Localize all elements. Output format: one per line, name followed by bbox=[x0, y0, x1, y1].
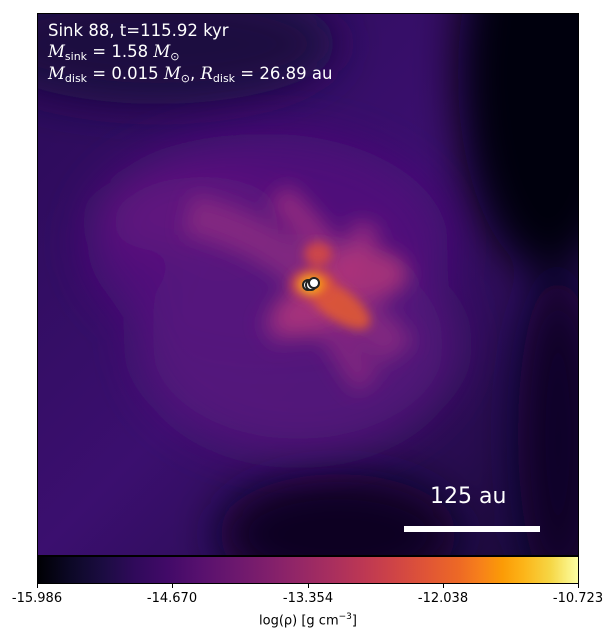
colorbar-tick bbox=[308, 584, 309, 588]
colorbar-tick bbox=[37, 584, 38, 588]
colorbar-tick-label: -12.038 bbox=[417, 591, 469, 606]
disk-props-label: Mdisk = 0.015 M⊙, Rdisk = 26.89 au bbox=[48, 64, 333, 85]
colorbar-tick-label: -13.354 bbox=[282, 591, 334, 606]
colorbar-tick-label: -15.986 bbox=[11, 591, 63, 606]
sink-markers bbox=[302, 277, 320, 291]
colorbar-tick bbox=[172, 584, 173, 588]
colorbar-tick bbox=[443, 584, 444, 588]
low-density-regions bbox=[38, 14, 578, 555]
scale-bar-label: 125 au bbox=[430, 484, 507, 509]
sink-mass-label: Msink = 1.58 M⊙ bbox=[48, 42, 180, 63]
colorbar-tick-label: -10.723 bbox=[552, 591, 604, 606]
dense-core bbox=[287, 242, 371, 330]
colorbar bbox=[37, 556, 579, 584]
colorbar-tick-label: -14.670 bbox=[146, 591, 198, 606]
colorbar-tick bbox=[578, 584, 579, 588]
colorbar-label: log(ρ) [g cm−3] bbox=[259, 612, 357, 629]
sink-marker bbox=[308, 277, 320, 289]
scale-bar bbox=[404, 526, 540, 532]
density-map-panel: Sink 88, t=115.92 kyr Msink = 1.58 M⊙ Md… bbox=[37, 13, 579, 556]
density-map bbox=[38, 14, 578, 555]
sink-time-label: Sink 88, t=115.92 kyr bbox=[48, 21, 229, 40]
